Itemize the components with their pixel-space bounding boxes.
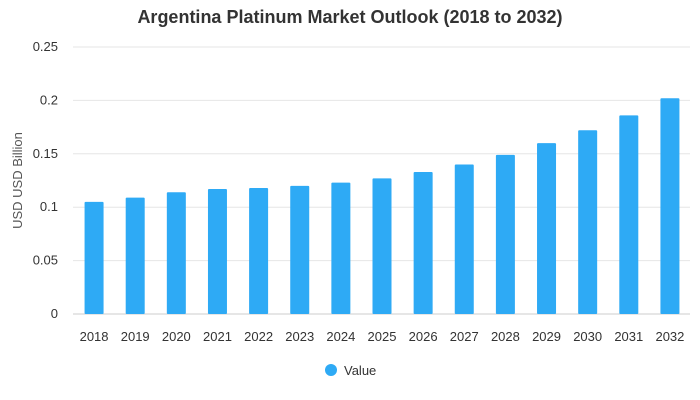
y-tick-label: 0.1 <box>40 199 58 214</box>
legend-marker <box>325 364 337 376</box>
x-tick-label: 2030 <box>573 329 602 344</box>
legend-label: Value <box>344 363 376 378</box>
y-tick-label: 0.15 <box>33 146 58 161</box>
bar <box>207 189 227 314</box>
bar <box>331 182 351 314</box>
bar <box>413 171 433 314</box>
bar <box>537 143 557 314</box>
bar <box>84 201 104 314</box>
x-tick-label: 2024 <box>326 329 355 344</box>
x-tick-label: 2027 <box>450 329 479 344</box>
y-axis-title: USD USD Billion <box>10 132 25 229</box>
x-tick-label: 2029 <box>532 329 561 344</box>
x-tick-label: 2021 <box>203 329 232 344</box>
bar <box>290 185 310 314</box>
x-tick-label: 2020 <box>162 329 191 344</box>
bar <box>249 187 269 314</box>
x-tick-label: 2031 <box>614 329 643 344</box>
bar <box>578 130 598 314</box>
chart-title: Argentina Platinum Market Outlook (2018 … <box>137 7 563 27</box>
x-tick-label: 2023 <box>285 329 314 344</box>
y-tick-label: 0.2 <box>40 92 58 107</box>
x-tick-label: 2019 <box>121 329 150 344</box>
y-tick-label: 0.25 <box>33 39 58 54</box>
bar <box>495 154 515 314</box>
y-tick-label: 0 <box>51 306 58 321</box>
x-tick-label: 2022 <box>244 329 273 344</box>
bar <box>619 115 639 315</box>
bar <box>660 98 680 314</box>
x-tick-label: 2026 <box>409 329 438 344</box>
bar <box>454 164 474 314</box>
x-tick-label: 2032 <box>655 329 684 344</box>
bar <box>166 192 186 314</box>
bar <box>372 178 392 314</box>
x-tick-label: 2025 <box>368 329 397 344</box>
x-tick-label: 2028 <box>491 329 520 344</box>
x-tick-label: 2018 <box>80 329 109 344</box>
bar <box>125 197 145 314</box>
y-tick-label: 0.05 <box>33 253 58 268</box>
